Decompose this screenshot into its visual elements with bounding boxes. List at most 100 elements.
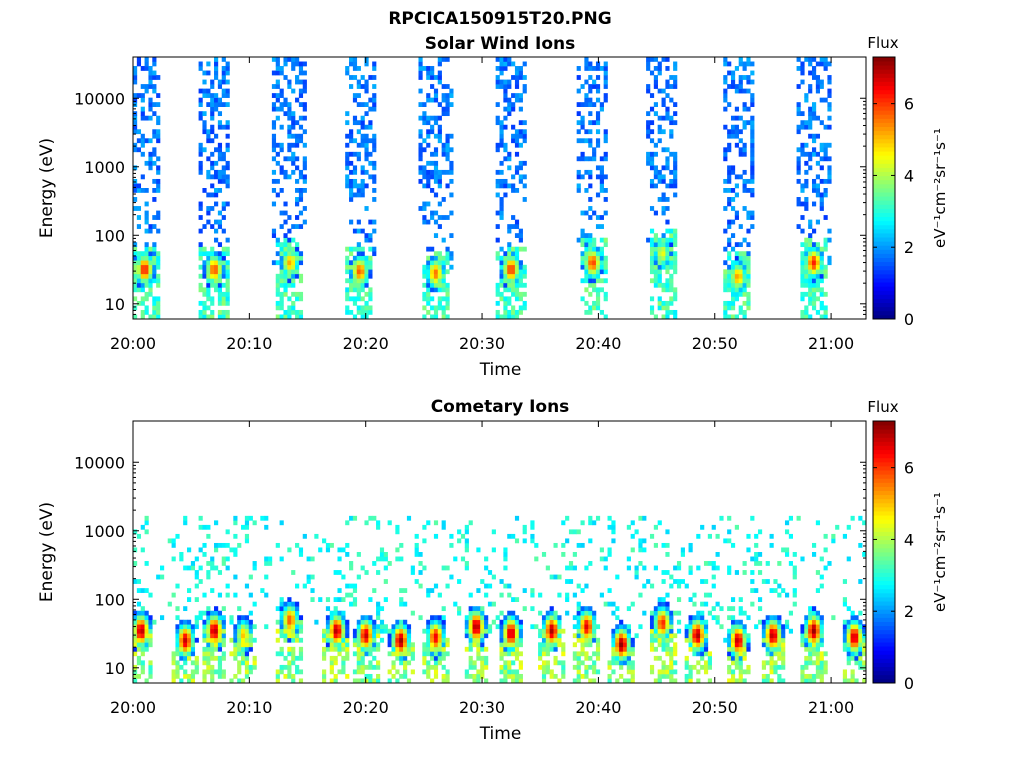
spectrogram-cell [283,174,288,180]
spectrogram-cell [291,224,296,229]
spectrogram-cell [295,633,300,639]
spectrogram-cell [511,597,516,602]
spectrogram-cell [561,651,566,657]
spectrogram-cell [615,628,620,634]
spectrogram-cell [360,664,365,670]
spectrogram-cell [773,642,778,648]
spectrogram-cell [499,269,504,275]
spectrogram-cell [649,129,655,135]
spectrogram-cell [341,610,346,616]
spectrogram-cell [133,642,138,648]
spectrogram-cell [730,660,736,666]
spectrogram-cell [804,183,809,189]
colorbar-swatch [873,200,895,205]
spectrogram-cell [217,633,223,639]
spectrogram-cell [511,282,516,288]
spectrogram-cell [437,255,442,261]
spectrogram-cell [499,619,504,625]
colorbar-swatch [873,233,895,238]
spectrogram-cell [433,673,439,679]
spectrogram-cell [302,165,307,171]
spectrogram-cell [599,269,604,275]
spectrogram-cell [372,84,377,89]
spectrogram-cell [769,615,774,621]
spectrogram-cell [819,287,824,293]
spectrogram-cell [210,102,215,107]
spectrogram-cell [588,273,593,279]
spectrogram-cell [738,664,743,670]
spectrogram-cell [426,264,431,270]
spectrogram-cell [221,309,226,315]
spectrogram-cell [700,601,705,607]
spectrogram-cell [684,633,689,639]
spectrogram-cell [599,106,604,112]
spectrogram-cell [669,583,674,589]
spectrogram-cell [441,305,446,311]
spectrogram-cell [287,615,292,621]
colorbar-swatch [873,106,895,111]
spectrogram-cell [823,565,828,571]
spectrogram-cell [229,637,234,643]
spectrogram-cell [514,282,520,288]
spectrogram-cell [588,246,593,252]
spectrogram-cell [275,291,280,297]
spectrogram-cell [862,660,867,666]
spectrogram-cell [727,628,732,634]
spectrogram-cell [264,561,269,566]
spectrogram-cell [445,314,450,320]
spectrogram-cell [210,628,215,634]
spectrogram-cell [808,642,813,648]
spectrogram-cell [430,619,435,625]
spectrogram-cell [217,251,223,257]
spectrogram-cell [333,655,338,661]
spectrogram-cell [144,160,149,166]
spectrogram-cell [295,624,300,630]
spectrogram-cell [136,251,142,257]
spectrogram-cell [757,561,763,566]
spectrogram-cell [144,515,149,521]
spectrogram-cell [811,651,817,657]
spectrogram-cell [738,151,743,157]
spectrogram-cell [433,628,439,634]
spectrogram-cell [750,178,755,184]
spectrogram-cell [422,201,427,207]
spectrogram-cell [769,633,774,639]
x-tick-label: 21:00 [808,698,854,717]
spectrogram-cell [811,660,817,666]
spectrogram-cell [430,160,435,166]
spectrogram-cell [808,660,813,666]
spectrogram-cell [607,547,612,553]
spectrogram-cell [657,174,662,180]
spectrogram-cell [750,97,755,103]
colorbar-swatch [873,151,895,156]
spectrogram-cell [507,619,512,625]
spectrogram-cell [588,619,593,625]
spectrogram-cell [811,260,817,266]
spectrogram-cell [283,169,288,175]
spectrogram-cell [518,633,523,639]
spectrogram-cell [808,237,813,243]
spectrogram-cell [518,75,523,80]
spectrogram-cell [781,633,786,639]
spectrogram-cell [750,160,755,166]
spectrogram-cell [364,151,369,157]
spectrogram-cell [433,633,439,639]
spectrogram-cell [653,278,658,284]
spectrogram-cell [727,197,732,202]
spectrogram-cell [796,84,801,89]
spectrogram-cell [295,133,300,139]
spectrogram-cell [352,300,358,306]
spectrogram-cell [503,79,508,85]
spectrogram-cell [133,124,138,130]
spectrogram-cell [835,524,840,530]
spectrogram-cell [584,655,589,661]
spectrogram-cell [665,260,670,266]
spectrogram-cell [727,529,732,535]
spectrogram-cell [730,115,736,121]
spectrogram-cell [823,273,828,279]
spectrogram-cell [279,520,284,526]
spectrogram-cell [356,251,361,257]
spectrogram-cell [549,574,554,580]
spectrogram-cell [649,237,655,243]
spectrogram-cell [433,115,439,121]
